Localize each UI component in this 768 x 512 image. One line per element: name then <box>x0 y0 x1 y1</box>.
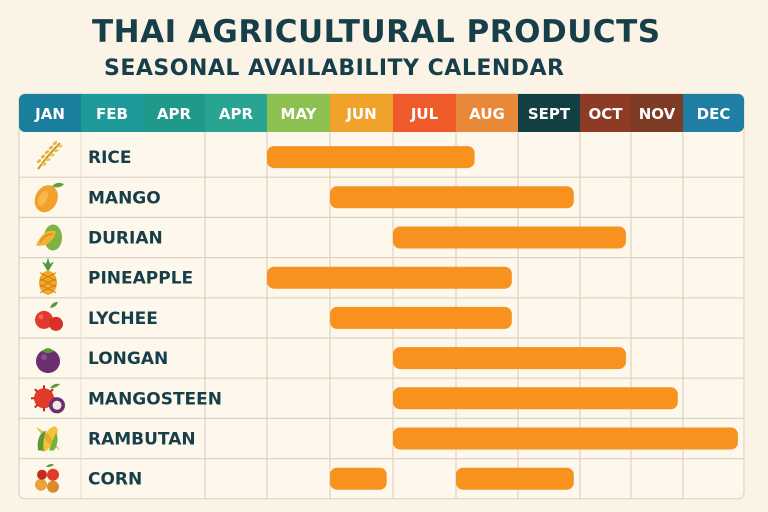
availability-bars <box>267 146 738 490</box>
availability-bar <box>267 146 475 169</box>
month-label: APR <box>157 105 192 123</box>
month-header-cell <box>518 94 581 132</box>
month-header-labels: JAN FEB APR APR MAY JUN JUL AUG SEPT OCT NOV DEC <box>34 105 730 123</box>
product-label: LONGAN <box>88 349 168 369</box>
month-label: NOV <box>639 105 676 123</box>
month-label: SEPT <box>528 105 571 123</box>
page-subtitle: SEASONAL AVAILABILITY CALENDAR <box>104 56 565 81</box>
product-label: DURIAN <box>88 229 163 249</box>
product-labels: RICE MANGO DURIAN PINEAPPLE LYCHEE LONGAN MANG… <box>88 148 222 490</box>
month-label: JAN <box>34 105 65 123</box>
month-header-cell <box>267 94 331 132</box>
month-label: JUN <box>345 105 376 123</box>
month-header-cell <box>330 94 394 132</box>
month-label: OCT <box>589 105 624 123</box>
availability-bar <box>393 347 626 370</box>
page-title: THAI AGRICULTURAL PRODUCTS <box>92 14 661 50</box>
rice-icon <box>36 141 63 170</box>
product-label: CORN <box>88 470 142 490</box>
month-label: FEB <box>96 105 128 123</box>
product-label: MANGOSTEEN <box>88 389 222 409</box>
month-label: APR <box>219 105 254 123</box>
product-label: LYCHEE <box>88 309 158 329</box>
month-header-cell <box>631 94 684 132</box>
product-icons <box>31 141 65 493</box>
month-label: AUG <box>469 105 505 123</box>
month-label: JUL <box>410 105 439 123</box>
month-header-cell <box>143 94 206 132</box>
durian-icon <box>36 224 62 251</box>
longan-icon <box>36 348 60 374</box>
product-label: RAMBUTAN <box>88 430 196 450</box>
month-header-cell <box>683 94 744 132</box>
month-header-cell <box>205 94 268 132</box>
month-header-cell <box>19 94 82 132</box>
mango-icon <box>34 182 64 213</box>
mixed-fruit-icon <box>35 464 59 493</box>
availability-bar <box>330 306 512 329</box>
availability-bar <box>330 186 574 209</box>
month-label: MAY <box>281 105 318 123</box>
product-label: MANGO <box>88 188 161 208</box>
lychee-icon <box>35 301 63 331</box>
month-header-cell <box>393 94 457 132</box>
availability-bar <box>330 467 387 490</box>
availability-bar <box>267 266 512 289</box>
availability-bar <box>393 226 626 249</box>
availability-bar <box>456 467 574 490</box>
corn-icon <box>36 426 60 452</box>
availability-bar <box>393 427 738 450</box>
month-header-cell <box>81 94 144 132</box>
product-label: RICE <box>88 148 132 168</box>
availability-bar <box>393 387 678 410</box>
month-header-cell <box>580 94 632 132</box>
mangosteen-icon <box>31 383 65 414</box>
product-label: PINEAPPLE <box>88 269 193 289</box>
month-header <box>19 94 744 132</box>
month-label: DEC <box>697 105 731 123</box>
month-header-cell <box>456 94 519 132</box>
pineapple-icon <box>39 257 57 295</box>
